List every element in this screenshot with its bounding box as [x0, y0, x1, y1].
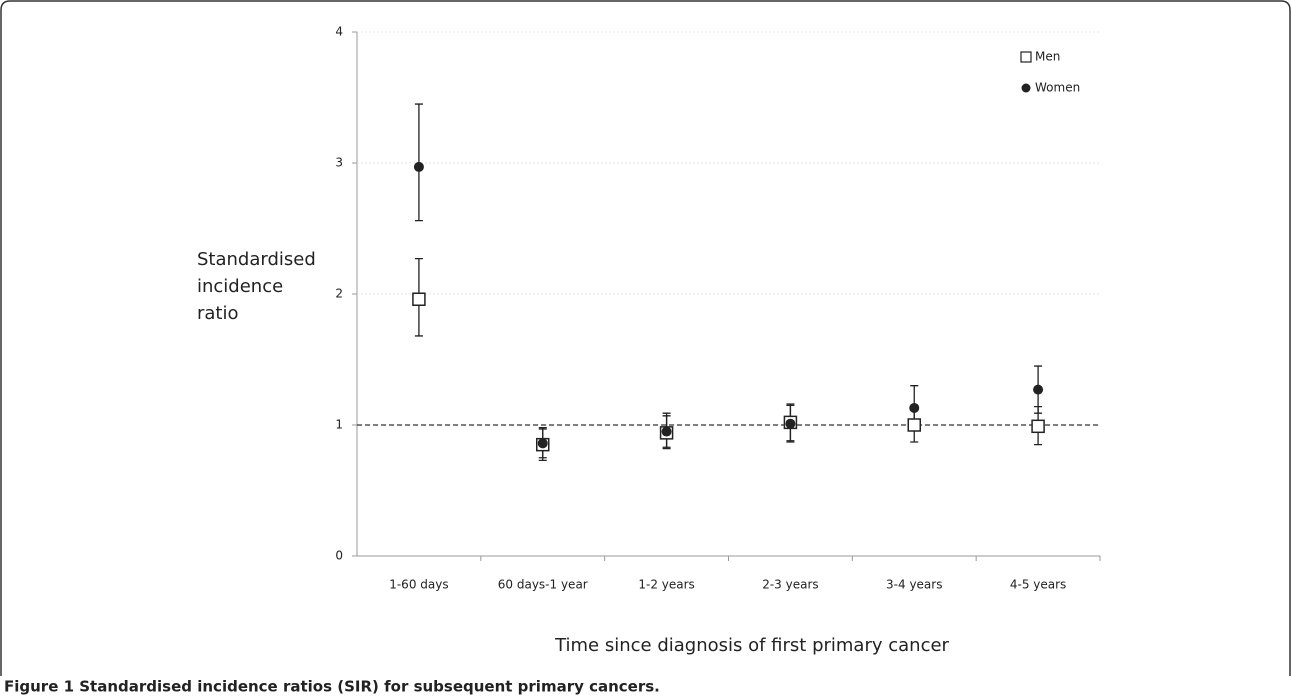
marker	[909, 402, 920, 413]
caption: Figure 1 Standardised incidence ratios (…	[4, 678, 660, 696]
x-tick-label: 1-60 days	[389, 578, 448, 592]
x-axis-label: Time since diagnosis of first primary ca…	[554, 635, 949, 656]
legend-label: Men	[1035, 50, 1060, 64]
y-tick-label: 3	[335, 156, 343, 170]
y-axis-label: Standardised	[197, 249, 316, 270]
legend-swatch	[1021, 83, 1031, 93]
y-tick-label: 1	[335, 418, 343, 432]
x-tick-label: 3-4 years	[886, 578, 942, 592]
x-tick-label: 2-3 years	[762, 578, 818, 592]
frame	[0, 0, 1291, 676]
y-axis-label: ratio	[197, 303, 239, 324]
y-tick-label: 2	[335, 287, 343, 301]
marker	[413, 161, 424, 172]
marker	[1031, 419, 1045, 434]
marker	[661, 426, 672, 437]
marker	[785, 418, 796, 429]
legend-swatch	[1020, 51, 1032, 63]
marker	[907, 418, 921, 432]
marker	[412, 292, 426, 306]
legend-label: Women	[1035, 81, 1080, 95]
x-tick-label: 1-2 years	[638, 578, 694, 592]
x-tick-label: 4-5 years	[1010, 578, 1066, 592]
y-tick-label: 0	[335, 549, 343, 563]
y-axis-label: incidence	[197, 276, 283, 297]
marker	[1033, 384, 1044, 395]
x-tick-label: 60 days-1 year	[498, 578, 588, 592]
y-tick-label: 4	[335, 25, 343, 39]
marker	[537, 438, 548, 449]
